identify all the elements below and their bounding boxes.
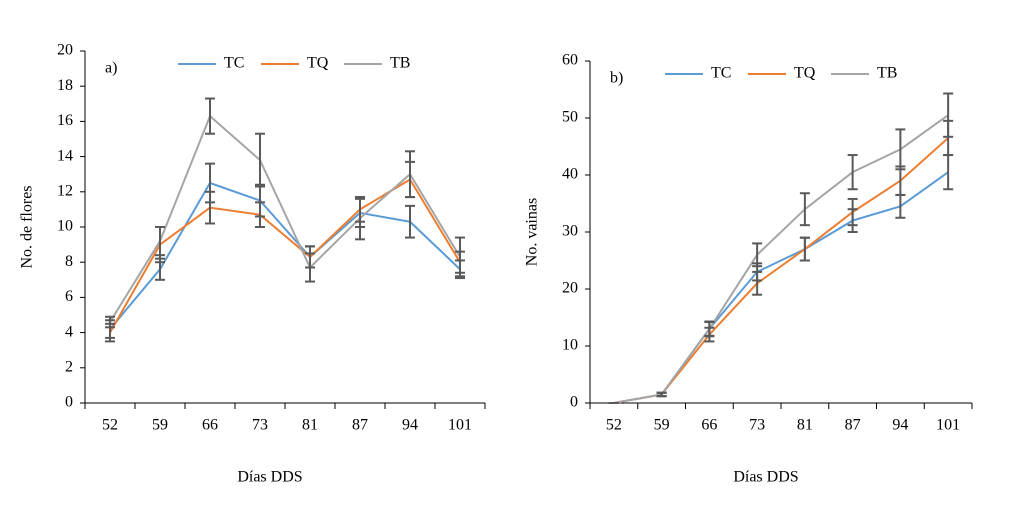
error-bar <box>799 192 810 227</box>
legend-label: TQ <box>307 55 329 72</box>
x-tick-label: 87 <box>845 417 861 434</box>
error-bar <box>799 236 810 262</box>
x-axis-label: Días DDS <box>733 469 798 486</box>
x-tick-label: 101 <box>936 417 960 434</box>
error-bar <box>405 204 415 239</box>
error-bar <box>943 154 954 191</box>
error-bar <box>205 97 215 135</box>
x-tick-label: 73 <box>252 417 268 434</box>
error-bar <box>255 201 265 228</box>
error-bar <box>847 154 858 191</box>
y-tick-label: 10 <box>57 218 73 235</box>
series-line <box>109 181 461 330</box>
error-bar <box>305 252 315 283</box>
error-bar <box>205 190 215 225</box>
y-tick-label: 14 <box>57 147 73 164</box>
error-bar <box>895 165 906 196</box>
legend-label: TC <box>711 65 731 82</box>
y-tick-label: 30 <box>562 223 578 240</box>
series-line <box>613 171 949 404</box>
x-tick-label: 94 <box>402 417 418 434</box>
error-bar <box>895 128 906 171</box>
y-tick-label: 0 <box>570 394 578 411</box>
error-bar <box>752 242 763 268</box>
x-tick-label: 52 <box>102 417 118 434</box>
y-tick-label: 0 <box>65 394 73 411</box>
error-bar <box>704 320 715 338</box>
x-tick-label: 66 <box>701 417 717 434</box>
y-tick-label: 20 <box>57 42 73 59</box>
x-tick-label: 73 <box>749 417 765 434</box>
y-tick-label: 4 <box>65 323 73 340</box>
error-bar <box>752 270 763 296</box>
y-tick-label: 6 <box>65 288 73 305</box>
y-tick-label: 60 <box>562 52 578 69</box>
x-tick-label: 94 <box>892 417 908 434</box>
y-tick-label: 2 <box>65 358 73 375</box>
y-tick-label: 18 <box>57 77 73 94</box>
y-axis-label: No. vainas <box>524 198 541 266</box>
x-axis-label: Días DDS <box>237 469 302 486</box>
x-tick-label: 81 <box>797 417 813 434</box>
y-tick-label: 50 <box>562 109 578 126</box>
series-line <box>109 114 461 323</box>
error-bar <box>943 92 954 138</box>
error-bar <box>155 226 165 257</box>
error-bar <box>656 391 667 398</box>
legend-label: TB <box>877 65 897 82</box>
y-tick-label: 8 <box>65 253 73 270</box>
legend-label: TC <box>224 55 244 72</box>
x-tick-label: 81 <box>302 417 318 434</box>
legend-label: TQ <box>794 65 816 82</box>
legend-label: TB <box>390 55 410 72</box>
y-axis-label: No. de flores <box>19 185 36 268</box>
series-line <box>613 114 949 404</box>
series-line <box>613 137 949 404</box>
y-tick-label: 12 <box>57 182 73 199</box>
error-bar <box>847 197 858 227</box>
error-bar <box>255 132 265 188</box>
annotation: a) <box>105 60 117 77</box>
error-bar <box>455 236 465 278</box>
annotation: b) <box>610 70 623 87</box>
error-bar <box>105 315 115 329</box>
y-tick-label: 40 <box>562 166 578 183</box>
error-bar <box>355 196 365 241</box>
x-tick-label: 87 <box>352 417 368 434</box>
x-tick-label: 59 <box>152 417 168 434</box>
x-tick-label: 101 <box>448 417 472 434</box>
error-bar <box>405 150 415 199</box>
x-tick-label: 66 <box>202 417 218 434</box>
series-line <box>109 178 461 334</box>
y-tick-label: 20 <box>562 280 578 297</box>
error-bar <box>895 193 906 219</box>
x-tick-label: 52 <box>606 417 622 434</box>
y-tick-label: 16 <box>57 112 73 129</box>
x-tick-label: 59 <box>654 417 670 434</box>
y-tick-label: 10 <box>562 337 578 354</box>
